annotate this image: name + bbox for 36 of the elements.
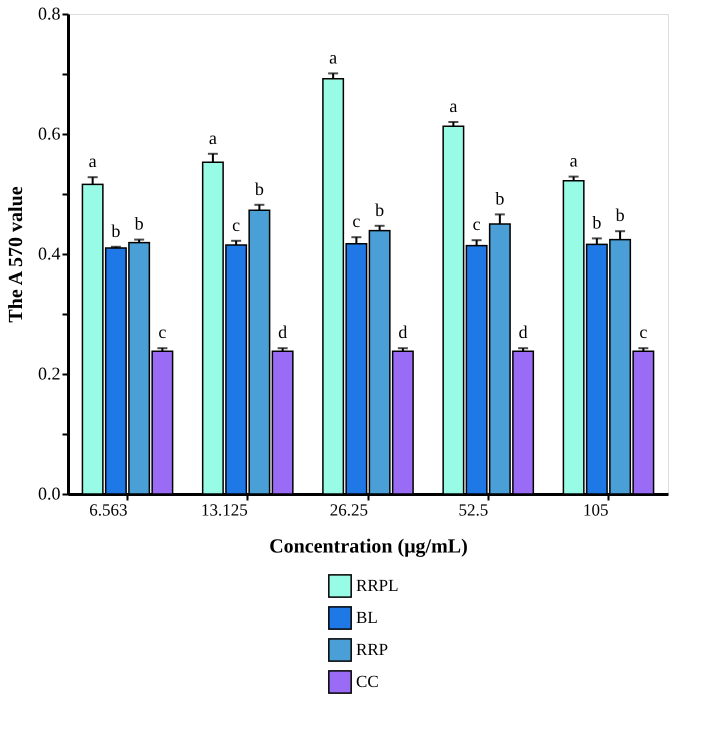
annotation: d: [398, 322, 408, 342]
x-axis-title: Concentration (μg/mL): [269, 536, 468, 558]
y-tick-label: 0.2: [38, 364, 60, 384]
y-tick-label: 0.0: [38, 484, 60, 504]
legend-label: CC: [356, 672, 379, 691]
annotation: b: [616, 205, 625, 226]
annotation: c: [639, 322, 648, 342]
annotation: b: [134, 214, 144, 234]
annotation: d: [518, 322, 528, 342]
x-tick-label: 13.125: [201, 500, 248, 520]
annotation: a: [329, 47, 338, 68]
annotation: c: [352, 211, 360, 232]
annotation: b: [254, 178, 264, 199]
annotation: a: [88, 151, 97, 172]
annotation: a: [449, 96, 458, 116]
annotation: d: [278, 322, 288, 342]
annotation: c: [232, 214, 240, 235]
annotation: a: [570, 150, 578, 171]
x-tick-label: 6.563: [89, 500, 128, 520]
x-tick-label: 26.25: [330, 500, 368, 520]
annotation: b: [111, 220, 120, 241]
legend-label: RRPL: [356, 576, 399, 595]
y-axis-title: The A 570 value: [5, 186, 27, 323]
x-tick-label: 105: [582, 500, 608, 520]
annotation: b: [375, 200, 384, 220]
annotation: b: [592, 212, 602, 232]
annotation: c: [472, 214, 481, 234]
annotation: b: [495, 188, 504, 208]
x-tick-label: 52.5: [458, 500, 488, 520]
y-tick-label: 0.8: [38, 4, 60, 24]
y-tick-label: 0.6: [38, 124, 60, 144]
annotation: c: [158, 322, 166, 342]
y-tick-label: 0.4: [38, 244, 60, 264]
legend-label: RRP: [356, 640, 388, 659]
annotation: a: [208, 128, 217, 148]
legend-label: BL: [356, 608, 378, 627]
